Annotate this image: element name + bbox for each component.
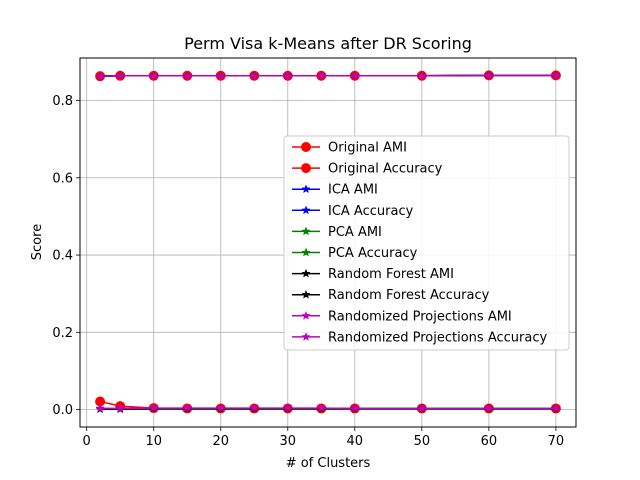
data-point	[249, 70, 259, 80]
data-point	[417, 403, 427, 413]
legend-box	[283, 135, 570, 351]
data-point	[249, 403, 259, 413]
legend-label: PCA AMI	[328, 225, 382, 240]
legend-entry: ICA Accuracy	[292, 204, 414, 219]
x-tick-label: 30	[280, 434, 297, 449]
data-point	[216, 70, 226, 80]
x-tick-label: 20	[212, 434, 229, 449]
legend-label: Randomized Projections Accuracy	[328, 330, 547, 345]
legend-entry: PCA AMI	[292, 225, 382, 240]
legend-marker	[301, 247, 311, 257]
legend-marker	[301, 184, 311, 194]
legend-entry: ICA AMI	[292, 183, 378, 198]
legend-marker	[301, 226, 311, 236]
data-point	[283, 70, 293, 80]
y-tick-label: 0.0	[52, 403, 73, 418]
data-point	[115, 70, 125, 80]
data-point	[350, 403, 360, 413]
legend-marker	[301, 310, 311, 320]
legend-label: ICA Accuracy	[328, 204, 414, 219]
y-axis-label: Score	[30, 224, 45, 260]
legend-marker	[301, 268, 311, 278]
data-point	[316, 70, 326, 80]
legend-marker	[301, 332, 311, 341]
x-tick-label: 60	[481, 434, 498, 449]
legend-entry: PCA Accuracy	[292, 246, 418, 261]
chart-title: Perm Visa k-Means after DR Scoring	[184, 34, 472, 53]
series-randomized-projections-accuracy	[95, 70, 561, 81]
y-tick-label: 0.2	[52, 326, 73, 341]
legend-entry: Randomized Projections Accuracy	[292, 330, 547, 345]
data-point	[182, 403, 192, 413]
legend-label: Original AMI	[328, 141, 407, 156]
legend: Original AMI Original Accuracy ICA AMI ICA …	[283, 135, 570, 351]
data-point	[316, 403, 326, 413]
series-line	[100, 74, 556, 77]
legend-label: Random Forest Accuracy	[328, 288, 490, 303]
data-point	[551, 70, 561, 80]
legend-entry: Randomized Projections AMI	[292, 309, 512, 324]
data-point	[149, 70, 159, 80]
x-tick-label: 50	[414, 434, 431, 449]
legend-marker	[301, 289, 311, 299]
data-point	[283, 403, 293, 413]
x-tick-label: 0	[83, 434, 91, 449]
data-point	[417, 70, 427, 80]
y-tick-label: 0.8	[52, 94, 73, 109]
legend-marker	[301, 163, 311, 174]
legend-label: ICA AMI	[328, 183, 378, 198]
x-tick-label: 10	[145, 434, 162, 449]
data-point	[216, 403, 226, 413]
data-point	[149, 403, 159, 413]
data-point	[551, 403, 561, 413]
legend-marker	[301, 205, 311, 215]
legend-entry: Original Accuracy	[292, 162, 443, 177]
series-randomized-projections-ami	[95, 403, 561, 413]
data-point	[484, 70, 494, 80]
legend-entry: Random Forest AMI	[292, 267, 454, 282]
legend-marker	[301, 142, 311, 152]
y-tick-label: 0.4	[52, 249, 73, 264]
x-axis-ticks: 0 10 20 30 40 50 60 70	[83, 427, 565, 449]
legend-label: Random Forest AMI	[328, 267, 454, 282]
legend-label: Randomized Projections AMI	[328, 309, 512, 324]
series-lines	[95, 70, 561, 414]
data-point	[350, 70, 360, 80]
y-axis-ticks: 0.0 0.2 0.4 0.6 0.8	[52, 94, 80, 418]
legend-entry: Original AMI	[292, 141, 407, 156]
plot-frame	[79, 57, 577, 428]
legend-label: Original Accuracy	[328, 162, 443, 177]
y-tick-label: 0.6	[52, 171, 73, 186]
legend-entry: Random Forest Accuracy	[292, 288, 490, 303]
x-tick-label: 40	[347, 434, 364, 449]
legend-label: PCA Accuracy	[328, 246, 418, 261]
x-axis-label: # of Clusters	[286, 456, 371, 471]
data-point	[182, 70, 192, 80]
data-point	[95, 71, 105, 81]
data-point	[484, 403, 494, 413]
x-tick-label: 70	[548, 434, 565, 449]
data-point	[115, 403, 125, 413]
data-point	[95, 403, 105, 413]
